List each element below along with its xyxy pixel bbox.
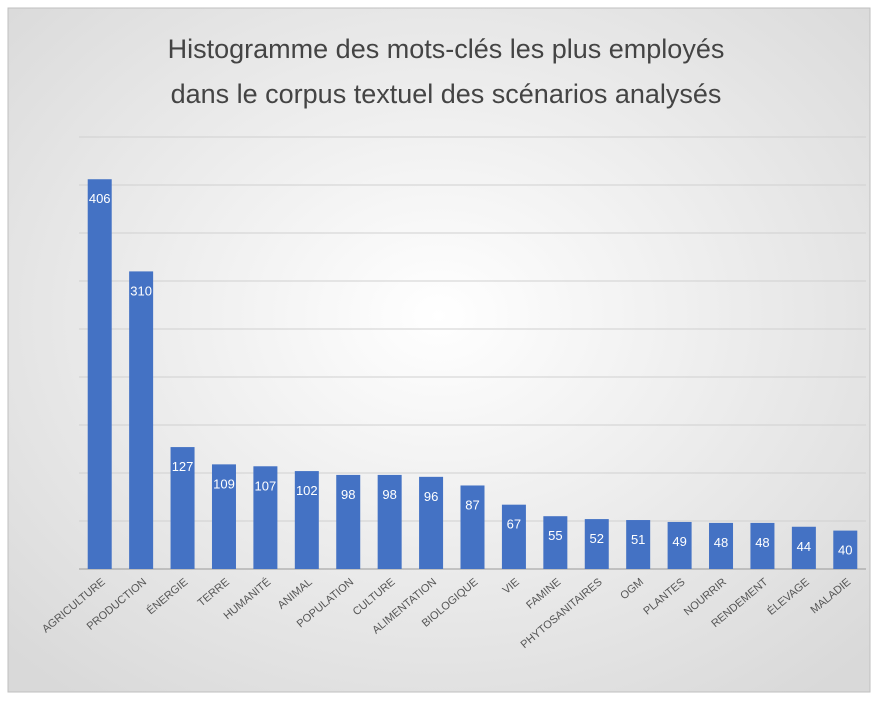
bar — [791, 526, 816, 569]
bar — [460, 485, 485, 569]
value-label: 107 — [255, 478, 277, 493]
bar — [750, 522, 775, 569]
bar — [336, 474, 361, 569]
bar — [667, 521, 692, 569]
value-label: 44 — [797, 539, 811, 554]
value-label: 96 — [424, 489, 438, 504]
bar — [626, 520, 651, 569]
value-label: 67 — [507, 517, 521, 532]
bar — [129, 271, 154, 569]
value-label: 98 — [341, 487, 355, 502]
bar — [419, 476, 444, 569]
bar — [833, 530, 858, 569]
value-label: 48 — [755, 535, 769, 550]
bar — [709, 522, 734, 569]
value-label: 52 — [590, 531, 604, 546]
value-label: 48 — [714, 535, 728, 550]
value-label: 102 — [296, 483, 318, 498]
value-label: 406 — [89, 191, 111, 206]
value-label: 55 — [548, 528, 562, 543]
bar — [170, 447, 195, 569]
value-label: 49 — [672, 534, 686, 549]
value-label: 87 — [465, 497, 479, 512]
bar — [211, 464, 236, 569]
chart-title: Histogramme des mots-clés les plus emplo… — [168, 34, 725, 64]
value-label: 51 — [631, 532, 645, 547]
bar — [584, 519, 609, 569]
bar — [501, 504, 526, 569]
value-label: 98 — [382, 487, 396, 502]
bar — [294, 471, 319, 569]
bar — [543, 516, 568, 569]
chart-title: dans le corpus textuel des scénarios ana… — [171, 79, 722, 109]
value-label: 310 — [130, 283, 152, 298]
bar — [377, 474, 402, 569]
bar — [253, 466, 278, 569]
value-label: 40 — [838, 543, 852, 558]
bar — [87, 179, 112, 570]
value-label: 127 — [172, 459, 194, 474]
value-label: 109 — [213, 476, 235, 491]
